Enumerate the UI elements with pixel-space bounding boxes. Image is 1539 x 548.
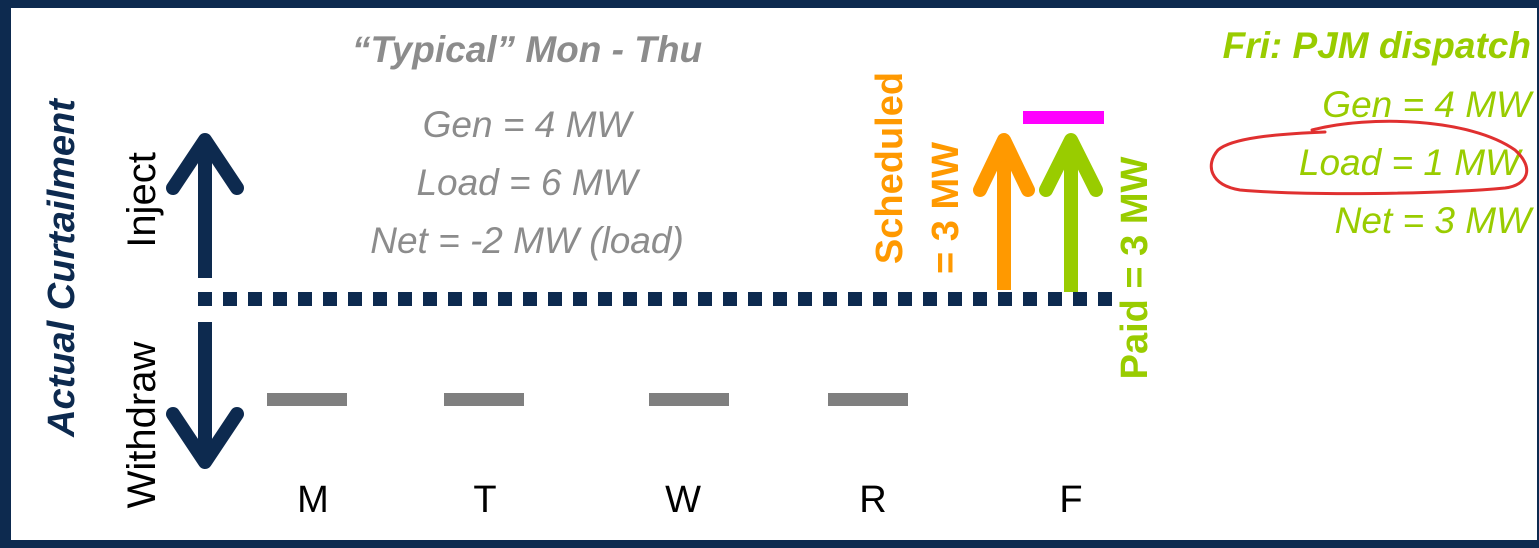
paid-arrow [1039,133,1103,292]
friday-title: Fri: PJM dispatch [1223,25,1531,66]
day-label-w: W [665,479,701,521]
scheduled-line1: Scheduled [869,72,911,264]
typical-title: “Typical” Mon - Thu [352,29,702,70]
typical-load: Load = 6 MW [416,162,640,203]
day-bar-r [828,393,908,406]
scheduled-arrow [973,133,1035,290]
typical-block: “Typical” Mon - Thu Gen = 4 MW Load = 6 … [352,29,702,261]
paid-label: Paid = 3 MW [1114,156,1156,379]
scheduled-line2: = 3 MW [925,142,967,274]
day-label-r: R [859,479,886,521]
day-bar-w [649,393,729,406]
withdraw-label: Withdraw [120,342,164,509]
friday-load: Load = 1 MW [1299,142,1523,183]
day-bar-t [444,393,524,406]
friday-net: Net = 3 MW [1335,200,1534,241]
red-circle-annotation [1209,119,1529,196]
scheduled-label: Scheduled = 3 MW [869,72,967,274]
friday-block: Fri: PJM dispatch Gen = 4 MW Load = 1 MW… [1223,25,1534,241]
typical-net: Net = -2 MW (load) [370,220,684,261]
y-axis-title: Actual Curtailment [41,98,83,438]
inject-arrow [166,133,244,278]
friday-gen: Gen = 4 MW [1322,84,1534,125]
day-label-f: F [1059,479,1082,521]
inject-label: Inject [120,152,164,248]
withdraw-arrow [166,322,244,469]
typical-gen: Gen = 4 MW [423,104,635,145]
friday-magenta-bar [1023,111,1104,124]
day-label-m: M [297,479,329,521]
day-bar-m [267,393,347,406]
day-label-t: T [473,479,496,521]
